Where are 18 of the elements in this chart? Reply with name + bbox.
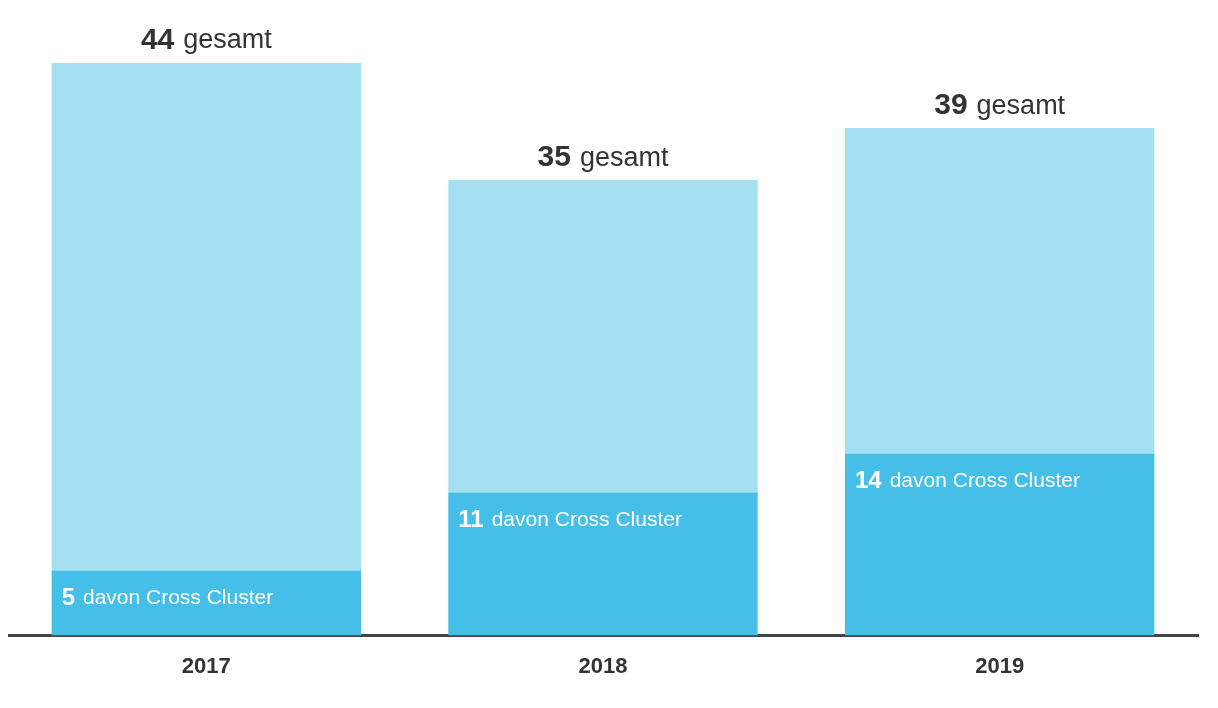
series-label: davon Cross Cluster <box>889 468 1080 492</box>
text: davon Cross Cluster <box>82 585 274 609</box>
data-label: 11 <box>458 505 484 533</box>
text: davon Cross Cluster <box>491 507 682 531</box>
bar <box>448 180 758 493</box>
bar <box>51 63 362 571</box>
x-tick-label: 2019 <box>975 652 1025 678</box>
total-label: 39 gesamt <box>934 87 1066 121</box>
data-label: 5 <box>61 583 75 611</box>
total-label: 35 gesamt <box>537 139 669 173</box>
total-label: 44 gesamt <box>140 22 273 56</box>
bar <box>844 128 1155 454</box>
data-label: 14 <box>854 466 883 494</box>
x-tick-label: 2017 <box>181 652 231 678</box>
bar <box>51 570 362 636</box>
bar <box>448 492 758 636</box>
x-tick-label: 2018 <box>578 652 628 678</box>
bar <box>844 453 1155 636</box>
